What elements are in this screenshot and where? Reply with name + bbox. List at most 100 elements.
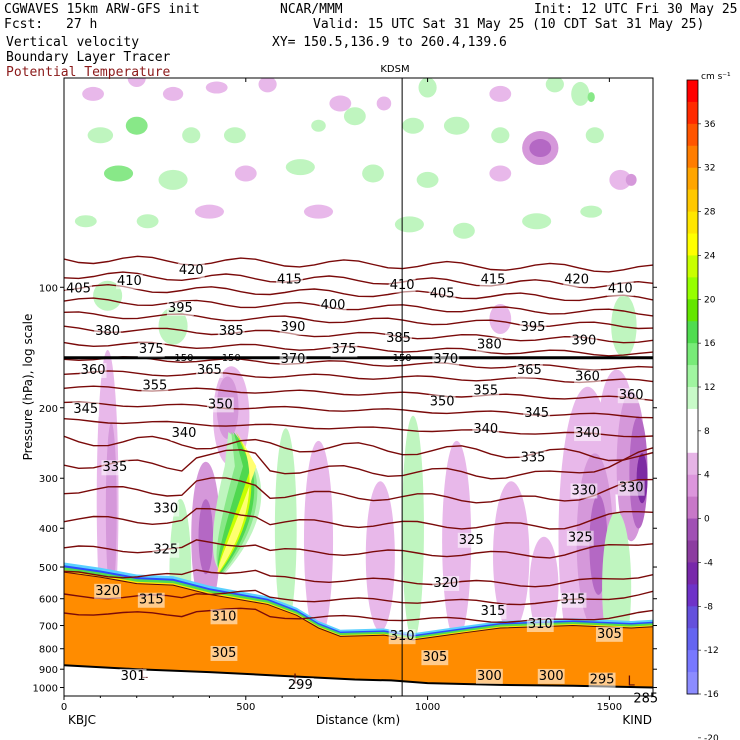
velocity-blob — [611, 294, 637, 358]
velocity-blob — [418, 78, 437, 98]
theta-label-halo — [566, 530, 594, 546]
velocity-blob — [489, 85, 512, 102]
y-tick-label: 900 — [39, 665, 58, 676]
theta-label-halo — [421, 650, 449, 666]
field-potential-temperature: Potential Temperature — [6, 65, 171, 80]
theta-label: 305 — [422, 650, 447, 665]
velocity-blob — [493, 481, 530, 632]
colorbar-swatch — [687, 540, 698, 563]
colorbar-swatch — [687, 189, 698, 213]
theta-label-halo — [177, 262, 205, 278]
velocity-blob — [93, 280, 123, 311]
theta-label-halo — [217, 324, 245, 340]
theta-labels: 420 415 410 405 400 395 390 385 380 375 375 370 365 3… — [65, 262, 660, 707]
y-tick-label: 300 — [39, 474, 58, 485]
colorbar-label: -12 — [704, 646, 719, 656]
theta-contour — [64, 607, 653, 624]
theta-label: 285 — [633, 692, 658, 707]
theta-label-halo — [428, 286, 456, 302]
right-station-label: KIND — [622, 713, 652, 727]
theta-label-halo — [617, 388, 645, 404]
theta-contour — [64, 477, 653, 504]
velocity-blob — [234, 165, 257, 182]
velocity-blob — [636, 453, 648, 504]
y-tick-label: 800 — [39, 645, 58, 656]
axes: 0 500 1000 1500 100 200 300 400 500 600 700 800 900 1… — [33, 78, 657, 713]
colorbar-label: -20 — [704, 734, 719, 740]
velocity-blob — [453, 222, 475, 239]
x-tick-label: 1500 — [597, 702, 622, 713]
theta-label: 355 — [142, 379, 167, 394]
colorbar-swatch — [687, 299, 698, 322]
velocity-blob — [489, 303, 512, 334]
valid-time: Valid: 15 UTC Sat 31 May 25 (10 CDT Sat … — [313, 17, 705, 32]
y-tick-label: 600 — [39, 595, 58, 606]
theta-label-halo — [101, 460, 129, 476]
tropopause-label: 150 — [174, 353, 193, 364]
theta-label-halo — [72, 401, 100, 417]
tropopause-label: 150 — [222, 353, 241, 364]
theta-label: 340 — [473, 422, 498, 437]
theta-label: 299 — [288, 678, 313, 693]
x-axis-label: Distance (km) — [316, 713, 400, 727]
theta-label-halo — [457, 532, 485, 548]
theta-contour — [64, 569, 653, 588]
colorbar-label: 8 — [704, 427, 710, 437]
theta-label: 305 — [212, 646, 237, 661]
y-tick-label: 700 — [39, 622, 58, 633]
theta-label: 395 — [521, 320, 546, 335]
colorbar-swatch — [687, 452, 698, 476]
colorbar-swatch — [687, 474, 698, 498]
theta-label: 370 — [433, 352, 458, 367]
theta-label: 325 — [153, 543, 178, 558]
colorbar-units: cm s⁻¹ — [701, 72, 731, 82]
theta-label: 310 — [212, 609, 237, 624]
velocity-blob — [402, 117, 424, 134]
theta-label-halo — [519, 320, 547, 336]
colorbar-swatch — [687, 650, 698, 673]
colorbar-swatch — [687, 518, 698, 541]
velocity-blob — [571, 81, 590, 106]
theta-label-halo — [479, 272, 507, 288]
theta-label-halo — [94, 324, 122, 340]
velocity-blob — [87, 127, 114, 144]
velocity-blob — [329, 95, 352, 112]
theta-label: 350 — [208, 397, 233, 412]
theta-label: 340 — [172, 426, 197, 441]
theta-label: 365 — [517, 363, 542, 378]
theta-label: 325 — [568, 531, 593, 546]
theta-label: 355 — [473, 383, 498, 398]
colorbar-swatch — [687, 343, 698, 366]
theta-label-halo — [319, 297, 347, 313]
theta-label: 390 — [572, 333, 597, 348]
theta-label-halo — [210, 609, 238, 625]
velocity-blob — [311, 119, 326, 132]
velocity-blob — [394, 216, 424, 233]
theta-label-halo — [152, 501, 180, 517]
theta-label-halo — [94, 583, 122, 599]
theta-label: 295 — [590, 673, 615, 688]
theta-label-halo — [432, 351, 460, 367]
theta-label-halo — [137, 592, 165, 608]
colorbar-label: 20 — [704, 295, 716, 305]
theta-label-halo — [588, 672, 616, 688]
theta-label-halo — [523, 406, 551, 422]
colorbar-swatch — [687, 123, 698, 147]
colorbar-swatch — [687, 167, 698, 191]
colorbar-label: 16 — [704, 339, 716, 349]
theta-label-halo — [526, 617, 554, 633]
colorbar-swatch — [687, 628, 698, 651]
colorbar-label: 32 — [704, 164, 715, 174]
y-tick-label: 200 — [39, 404, 58, 415]
colorbar-label: 0 — [704, 515, 710, 525]
colorbar-swatch — [687, 365, 698, 388]
colorbar-swatch — [687, 562, 698, 585]
colorbar-swatch — [687, 387, 698, 410]
theta-label-halo — [206, 397, 234, 413]
colorbar-swatch — [687, 672, 698, 695]
velocity-blob — [443, 116, 470, 135]
theta-label: 405 — [430, 286, 455, 301]
velocity-blob — [545, 78, 564, 93]
theta-label: 365 — [197, 363, 222, 378]
velocity-blob — [285, 159, 315, 176]
